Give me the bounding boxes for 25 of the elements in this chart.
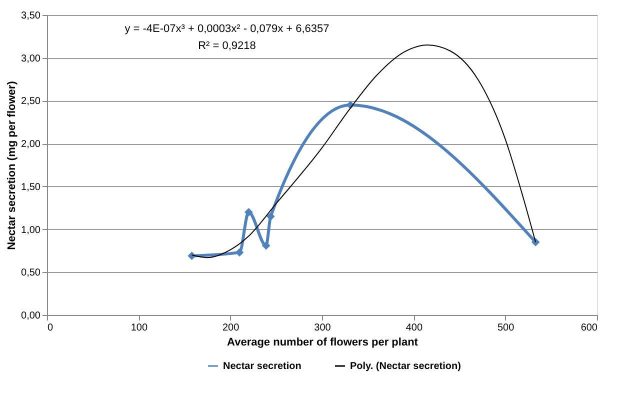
y-tick-label: 2,50 bbox=[21, 96, 41, 108]
y-tick-label: 0,00 bbox=[21, 310, 41, 322]
x-tick-label: 500 bbox=[497, 322, 515, 334]
point bbox=[244, 208, 253, 216]
y-tick-label: 3,00 bbox=[21, 53, 41, 64]
annotation: y = -4E-07x³ + 0,0003x² - 0,079x + 6,6357 bbox=[124, 23, 330, 35]
annotation: R² = 0,9218 bbox=[198, 40, 256, 52]
point bbox=[262, 241, 270, 250]
x-tick-label: 0 bbox=[48, 322, 54, 334]
x-tick-label: 100 bbox=[130, 322, 148, 334]
y-tick-label: 2,00 bbox=[21, 139, 41, 150]
point bbox=[235, 248, 244, 257]
point bbox=[266, 212, 275, 221]
legend-label: Nectar secretion bbox=[223, 361, 302, 372]
y-tick-label: 1,00 bbox=[21, 224, 41, 236]
x-axis-title: Average number of flowers per plant bbox=[227, 336, 418, 348]
y-axis-title: Nectar secretion (mg per flower) bbox=[6, 80, 18, 250]
x-tick-label: 200 bbox=[222, 322, 240, 334]
x-tick-label: 400 bbox=[406, 322, 423, 334]
legend-label: Poly. (Nectar secretion) bbox=[350, 361, 461, 372]
y-tick-label: 0,50 bbox=[21, 268, 41, 279]
y-tick-label: 3,50 bbox=[21, 10, 41, 22]
x-tick-label: 300 bbox=[314, 322, 332, 334]
x-tick-label: 600 bbox=[580, 322, 598, 334]
y-tick-label: 1,50 bbox=[21, 182, 41, 193]
